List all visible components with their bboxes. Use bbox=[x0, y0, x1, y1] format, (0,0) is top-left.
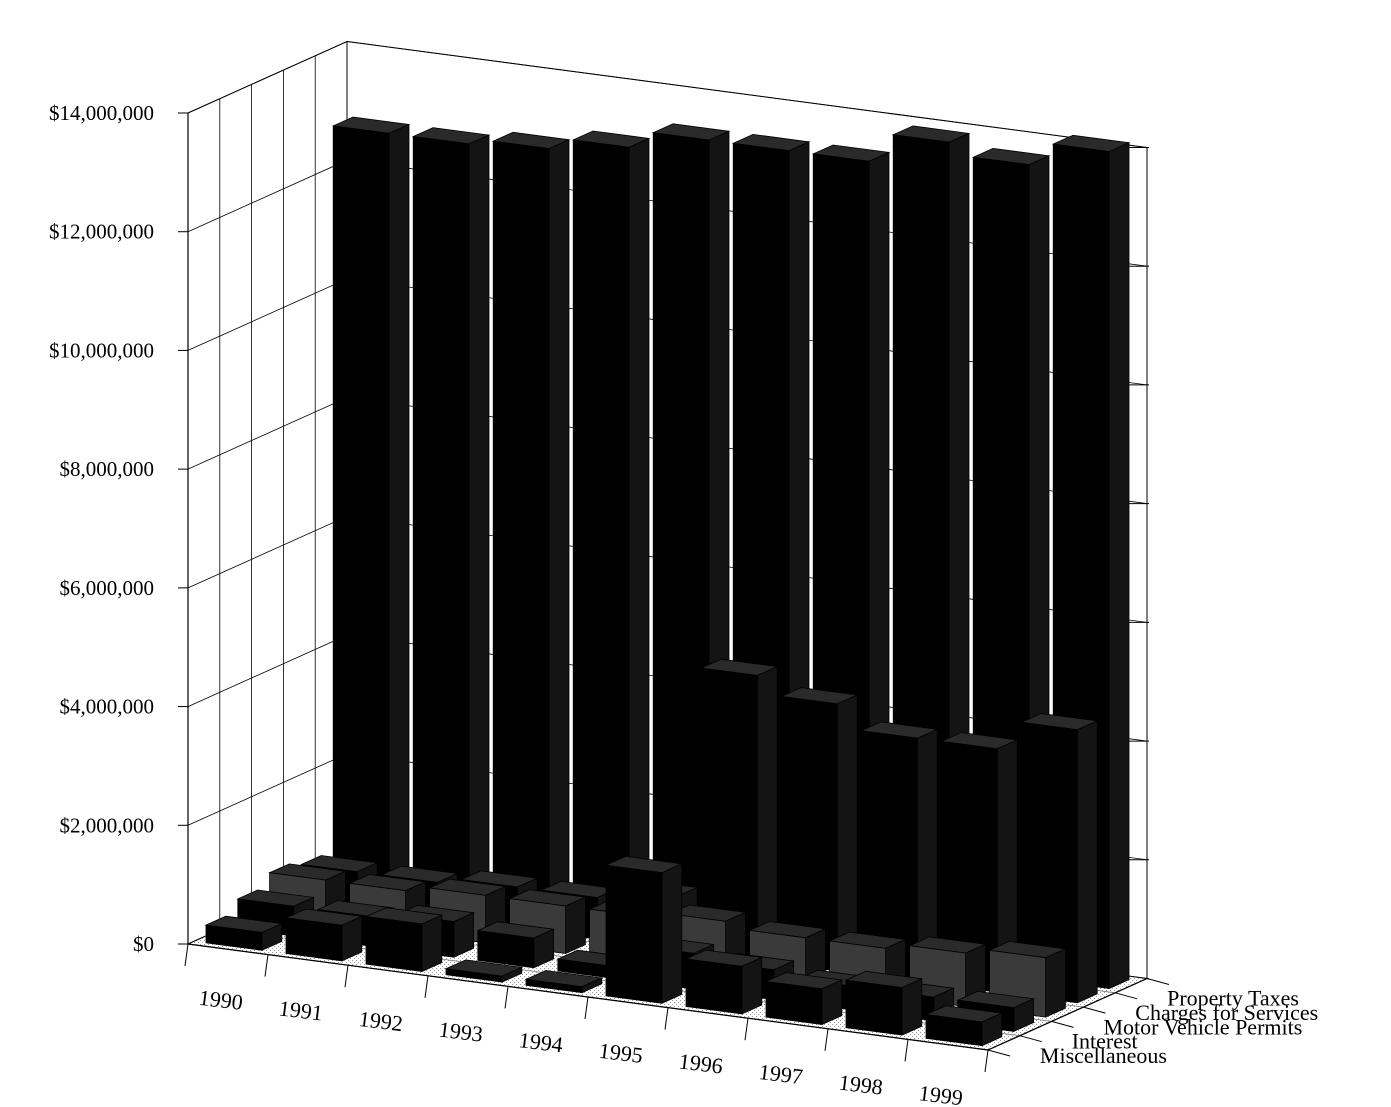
bar bbox=[604, 855, 684, 1004]
bar-side bbox=[388, 123, 410, 894]
bar bbox=[364, 907, 444, 973]
bar bbox=[764, 972, 844, 1026]
x-tick-mark bbox=[424, 975, 429, 998]
bar-side bbox=[757, 665, 778, 962]
bar bbox=[1019, 713, 1099, 1004]
x-tick-mark bbox=[824, 1028, 829, 1051]
bar-front bbox=[445, 968, 503, 983]
bar-side bbox=[628, 137, 650, 926]
bar bbox=[859, 721, 939, 983]
bar-side bbox=[1077, 720, 1098, 1004]
bar-front bbox=[332, 125, 390, 894]
bar-front bbox=[205, 924, 263, 951]
x-tick-mark bbox=[184, 943, 189, 967]
bar bbox=[524, 970, 604, 994]
bar-side bbox=[661, 863, 683, 1004]
y-tick-label: $2,000,000 bbox=[60, 813, 155, 837]
depth-tick-mark bbox=[1115, 992, 1138, 1000]
depth-tick-mark bbox=[1051, 1020, 1074, 1028]
series-label: Property Taxes bbox=[1167, 986, 1299, 1011]
x-tick-mark bbox=[264, 954, 269, 977]
bar-side bbox=[1108, 142, 1130, 990]
bar-front bbox=[412, 136, 470, 905]
x-tick-label: 1990 bbox=[198, 985, 245, 1015]
bar-side bbox=[421, 914, 443, 973]
x-tick-label: 1996 bbox=[678, 1048, 725, 1078]
y-gridline bbox=[187, 41, 1148, 148]
x-tick-mark bbox=[504, 986, 509, 1009]
bar-front bbox=[765, 981, 823, 1025]
bar bbox=[939, 732, 1019, 993]
bar-front bbox=[925, 1014, 983, 1047]
x-tick-label: 1997 bbox=[758, 1059, 805, 1089]
depth-tick-mark bbox=[987, 1049, 1011, 1057]
bar-front bbox=[492, 140, 550, 915]
bar-front bbox=[652, 132, 710, 936]
y-tick-label: $10,000,000 bbox=[49, 338, 154, 362]
x-tick-mark bbox=[984, 1049, 989, 1073]
bar bbox=[204, 915, 284, 951]
bar-side bbox=[741, 956, 763, 1015]
x-tick-mark bbox=[904, 1039, 909, 1062]
x-tick-mark bbox=[744, 1018, 749, 1041]
x-tick-label: 1995 bbox=[598, 1038, 645, 1068]
bar bbox=[779, 687, 859, 972]
y-tick-label: $8,000,000 bbox=[60, 457, 155, 481]
bar-front bbox=[572, 139, 630, 926]
x-tick-label: 1992 bbox=[358, 1006, 405, 1036]
bar-side bbox=[548, 139, 570, 915]
bars-layer bbox=[204, 116, 1131, 1047]
x-tick-label: 1999 bbox=[918, 1080, 965, 1107]
y-tick-label: $14,000,000 bbox=[49, 101, 154, 125]
bar-side bbox=[468, 134, 490, 905]
bar-front bbox=[605, 864, 663, 1004]
series-label: Charges for Services bbox=[1135, 1000, 1318, 1025]
x-tick-label: 1994 bbox=[518, 1027, 565, 1057]
y-tick-label: $6,000,000 bbox=[60, 576, 155, 600]
depth-axis-line bbox=[987, 977, 1148, 1051]
x-tick-mark bbox=[664, 1007, 669, 1030]
depth-tick-mark bbox=[1146, 978, 1170, 985]
y-axis-labels: $0 $2,000,000 $4,000,000 $6,000,000 $8,000,0… bbox=[49, 101, 154, 956]
x-tick-label: 1993 bbox=[438, 1017, 485, 1047]
bar-side bbox=[837, 694, 858, 972]
bar bbox=[476, 921, 556, 969]
bar-side bbox=[1045, 948, 1066, 1018]
y-tick-label: $0 bbox=[133, 932, 154, 956]
bar-front bbox=[477, 930, 535, 969]
x-tick-label: 1998 bbox=[838, 1070, 885, 1100]
x-tick-label: 1991 bbox=[278, 995, 325, 1025]
bar bbox=[844, 970, 924, 1036]
x-tick-mark bbox=[584, 996, 589, 1020]
bar bbox=[411, 127, 491, 905]
bar bbox=[491, 131, 571, 915]
left-wall bbox=[187, 40, 348, 945]
series-label: Interest bbox=[1072, 1029, 1138, 1054]
depth-tick-mark bbox=[1083, 1006, 1106, 1014]
bar-front bbox=[285, 917, 343, 962]
bar-side bbox=[565, 896, 586, 955]
y-tick-label: $12,000,000 bbox=[49, 220, 154, 244]
bar-front bbox=[525, 978, 583, 994]
bar-front bbox=[365, 916, 423, 972]
depth-tick-mark bbox=[1019, 1035, 1042, 1043]
bar-front bbox=[845, 979, 903, 1036]
bar bbox=[571, 130, 651, 926]
bar bbox=[331, 116, 411, 894]
x-axis-labels: 1990 1991 1992 1993 1994 1995 1996 1997 1998 1999 bbox=[184, 943, 989, 1107]
bar bbox=[444, 959, 524, 983]
bar bbox=[284, 908, 364, 962]
y-tick-label: $4,000,000 bbox=[60, 695, 155, 719]
bar bbox=[684, 949, 764, 1015]
bar-front bbox=[685, 958, 743, 1015]
bar bbox=[699, 658, 779, 962]
series-label: Motor Vehicle Permits bbox=[1104, 1014, 1303, 1039]
series-label: Miscellaneous bbox=[1040, 1043, 1167, 1068]
x-tick-mark bbox=[344, 965, 349, 988]
bar-side bbox=[901, 978, 923, 1036]
bar bbox=[924, 1005, 1004, 1047]
